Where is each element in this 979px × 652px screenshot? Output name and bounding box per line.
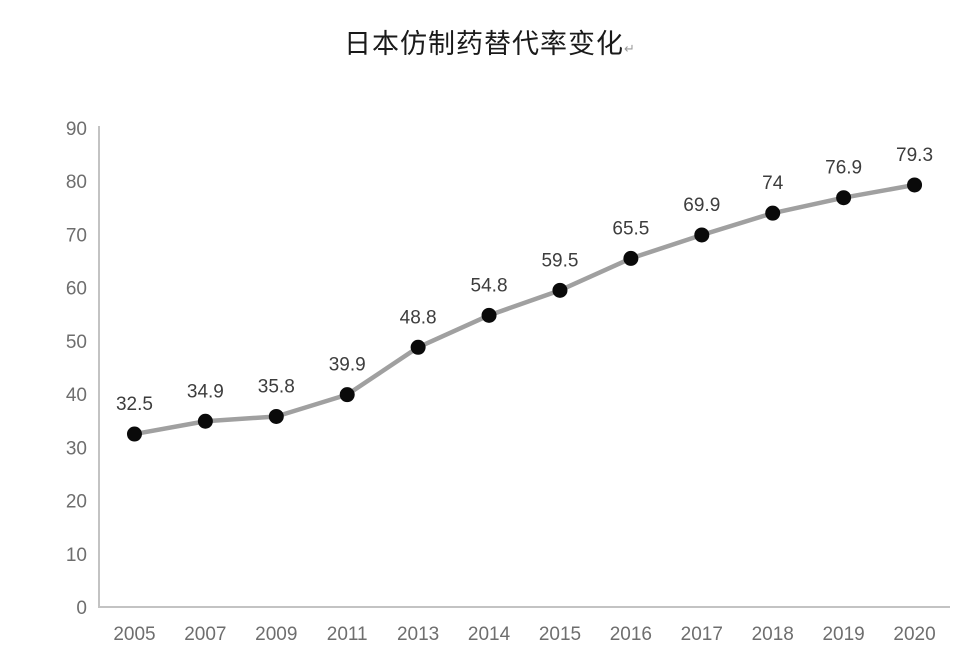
x-tick-label: 2015 xyxy=(539,624,581,645)
x-tick-label: 2005 xyxy=(113,624,155,645)
data-point xyxy=(126,426,142,442)
y-tick-label: 10 xyxy=(66,545,87,566)
data-point xyxy=(765,205,781,221)
data-label: 59.5 xyxy=(541,250,578,271)
data-label: 65.5 xyxy=(612,218,649,239)
data-label: 74 xyxy=(762,173,784,194)
paragraph-return-mark-icon: ↵ xyxy=(624,41,635,56)
data-label: 48.8 xyxy=(400,307,437,328)
data-label: 69.9 xyxy=(683,195,720,216)
chart-title-block: 日本仿制药替代率变化↵ xyxy=(0,22,979,61)
data-label: 39.9 xyxy=(329,355,366,376)
data-point xyxy=(410,339,426,355)
data-label: 35.8 xyxy=(258,376,295,397)
series-line xyxy=(132,182,917,437)
y-tick-label: 80 xyxy=(66,172,87,193)
y-tick-label: 30 xyxy=(66,438,87,459)
data-point xyxy=(197,413,213,429)
y-tick-label: 40 xyxy=(66,385,87,406)
data-label: 32.5 xyxy=(116,394,153,415)
y-tick-label: 90 xyxy=(66,119,87,140)
data-point xyxy=(836,190,852,206)
x-tick-label: 2014 xyxy=(468,624,511,645)
y-tick-label: 0 xyxy=(76,598,87,619)
x-tick-label: 2013 xyxy=(397,624,439,645)
data-label: 76.9 xyxy=(825,158,862,179)
data-point xyxy=(481,307,497,323)
data-point xyxy=(339,387,355,403)
data-point xyxy=(552,282,568,298)
x-tick-label: 2019 xyxy=(822,624,864,645)
x-tick-label: 2018 xyxy=(752,624,794,645)
data-label: 79.3 xyxy=(896,145,933,166)
x-tick-label: 2016 xyxy=(610,624,652,645)
data-label: 34.9 xyxy=(187,381,224,402)
x-tick-label: 2007 xyxy=(184,624,226,645)
y-tick-label: 60 xyxy=(66,279,87,300)
x-tick-label: 2020 xyxy=(893,624,935,645)
x-tick-label: 2011 xyxy=(327,624,368,645)
data-point xyxy=(694,227,710,243)
data-point xyxy=(268,408,284,424)
y-tick-label: 20 xyxy=(66,492,87,513)
y-tick-label: 70 xyxy=(66,225,87,246)
data-point xyxy=(623,250,639,266)
chart-title: 日本仿制药替代率变化 xyxy=(344,29,625,59)
x-tick-label: 2017 xyxy=(681,624,723,645)
data-point xyxy=(907,177,923,193)
data-label: 54.8 xyxy=(471,275,508,296)
y-tick-label: 50 xyxy=(66,332,87,353)
x-tick-label: 2009 xyxy=(255,624,297,645)
